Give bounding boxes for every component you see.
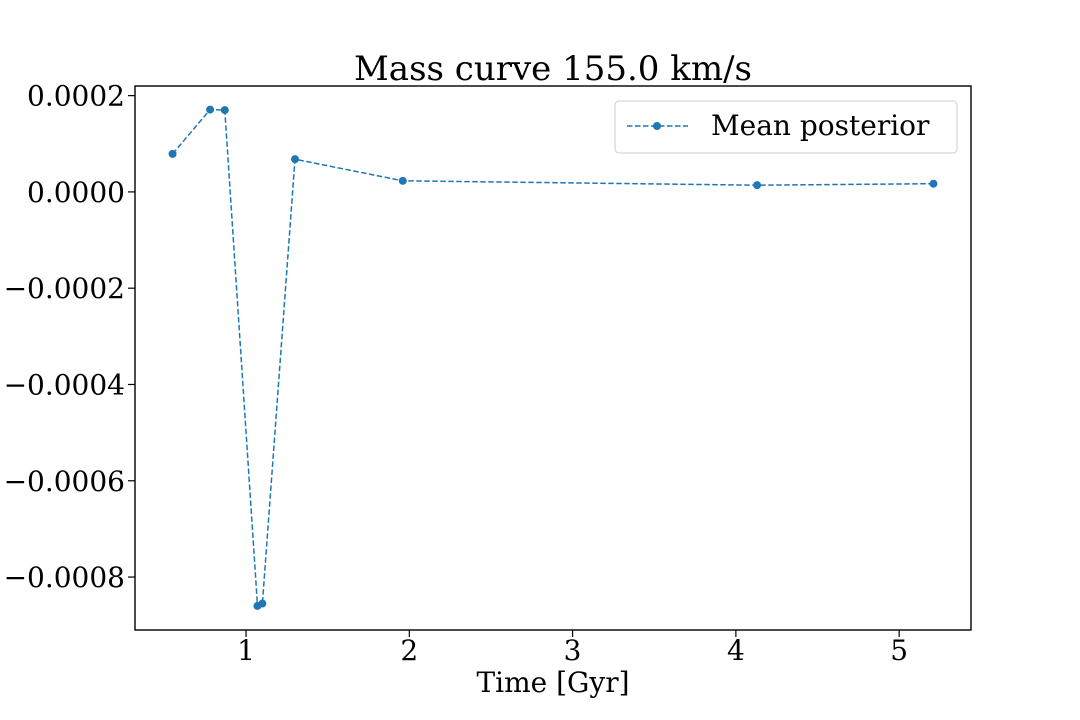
x-tick-label: 4 <box>727 634 745 667</box>
y-axis-ticks: 0.0002 0.0000 −0.0002 −0.0004 −0.0006 −0.0008 <box>4 80 135 594</box>
data-point <box>168 149 177 158</box>
y-tick-label: −0.0004 <box>4 368 125 401</box>
x-axis-ticks: 1 2 3 4 5 <box>237 630 908 667</box>
data-point <box>206 105 215 114</box>
legend: Mean posterior <box>614 100 958 154</box>
data-point <box>753 181 762 190</box>
y-tick-label: 0.0000 <box>27 176 125 209</box>
y-tick-label: −0.0006 <box>4 465 125 498</box>
plot-frame <box>134 85 972 631</box>
chart-title: Mass curve 155.0 km/s <box>354 49 752 89</box>
x-tick-label: 5 <box>890 634 908 667</box>
y-tick-label: −0.0008 <box>4 561 125 594</box>
data-point <box>929 179 938 188</box>
data-point <box>398 176 407 185</box>
legend-label: Mean posterior <box>711 109 930 142</box>
series-layer <box>168 105 938 610</box>
data-point <box>291 155 300 164</box>
legend-marker-sample <box>653 122 661 130</box>
data-point <box>258 599 267 608</box>
y-tick-label: −0.0002 <box>4 272 125 305</box>
x-tick-label: 3 <box>564 634 582 667</box>
data-point <box>220 106 229 115</box>
x-tick-label: 2 <box>400 634 418 667</box>
legend-box <box>614 100 958 154</box>
x-tick-label: 1 <box>237 634 255 667</box>
y-tick-label: 0.0002 <box>27 80 125 113</box>
x-axis-label: Time [Gyr] <box>476 666 629 699</box>
